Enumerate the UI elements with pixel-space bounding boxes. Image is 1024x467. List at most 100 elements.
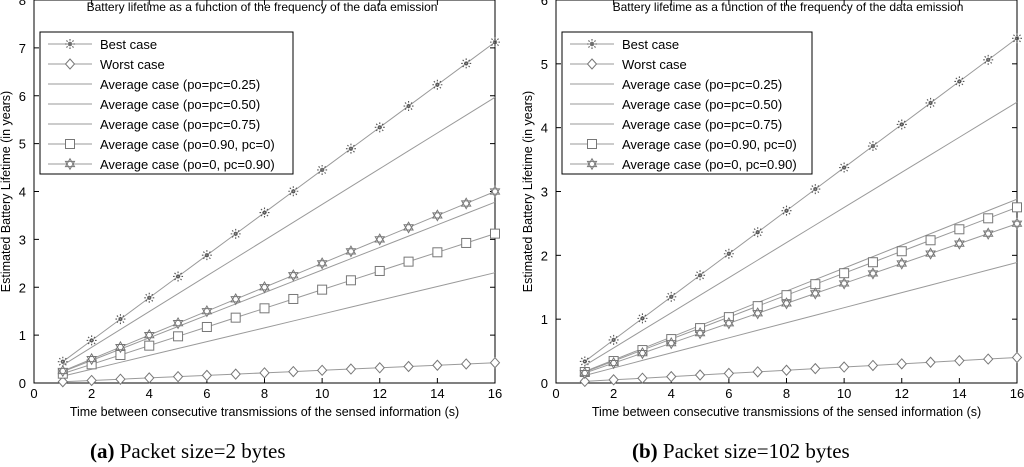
legend-marker: [65, 139, 75, 149]
legend-label: Best case: [622, 37, 679, 52]
x-tick-label: 8: [261, 386, 268, 401]
x-tick-label: 12: [373, 386, 387, 401]
legend-label: Worst case: [100, 57, 165, 72]
data-point: [460, 197, 472, 210]
data-point: [432, 247, 443, 258]
legend-marker: [586, 157, 598, 171]
legend-marker: [64, 157, 76, 171]
x-axis-label: Time between consecutive transmissions o…: [70, 405, 459, 419]
data-point: [982, 227, 994, 240]
data-point: [230, 293, 242, 306]
data-point: [201, 369, 213, 382]
data-point: [925, 247, 936, 260]
x-tick-label: 16: [1010, 386, 1024, 401]
data-point: [259, 367, 270, 379]
y-axis-label: Estimated Battery Lifetime (in years): [0, 91, 13, 292]
legend-label: Average case (po=pc=0.50): [622, 97, 782, 112]
data-point: [838, 277, 850, 290]
data-point: [489, 356, 501, 369]
series-line: [62, 233, 496, 375]
y-axis-label: Estimated Battery Lifetime (in years): [521, 91, 535, 292]
y-tick-label: 6: [19, 89, 26, 104]
data-point: [666, 370, 677, 383]
caption-text: Packet size=2 bytes: [115, 439, 286, 463]
data-point: [316, 364, 328, 377]
legend-label: Average case (po=0.90, pc=0): [622, 137, 797, 152]
data-point: [144, 340, 155, 351]
data-point: [896, 246, 907, 257]
data-point: [143, 328, 155, 342]
data-point: [461, 358, 472, 370]
data-point: [838, 361, 850, 373]
data-point: [259, 303, 270, 314]
legend-label: Best case: [100, 37, 157, 52]
x-tick-label: 2: [610, 386, 617, 401]
data-point: [983, 353, 994, 365]
y-tick-label: 0: [541, 376, 548, 391]
y-tick-label: 8: [19, 0, 26, 8]
series-line: [62, 362, 496, 383]
x-tick-label: 0: [552, 386, 559, 401]
y-tick-label: 3: [541, 185, 548, 200]
data-point: [809, 287, 821, 300]
data-point: [579, 375, 590, 388]
legend-marker: [64, 58, 76, 70]
data-point: [173, 331, 184, 342]
y-tick-label: 3: [19, 232, 26, 247]
data-point: [86, 374, 97, 387]
x-axis-label: Time between consecutive transmissions o…: [592, 405, 981, 419]
data-point: [345, 275, 356, 286]
legend-label: Average case (po=pc=0.50): [100, 97, 260, 112]
x-tick-label: 10: [315, 386, 329, 401]
figure-caption: (a) Packet size=2 bytes: [90, 439, 286, 463]
data-point: [461, 237, 472, 248]
data-point: [230, 368, 241, 380]
data-point: [896, 257, 908, 270]
y-tick-label: 5: [541, 57, 548, 72]
data-point: [752, 366, 763, 378]
y-tick-label: 6: [541, 0, 548, 8]
y-tick-label: 0: [19, 376, 26, 391]
data-point: [781, 364, 792, 376]
x-tick-label: 8: [783, 386, 790, 401]
x-tick-label: 14: [430, 386, 444, 401]
y-tick-label: 5: [19, 137, 26, 152]
data-point: [490, 228, 500, 239]
legend-label: Average case (po=0, pc=0.90): [622, 157, 797, 172]
data-point: [608, 356, 619, 370]
figure-caption: (b) Packet size=102 bytes: [632, 439, 850, 463]
data-point: [637, 372, 648, 384]
data-point: [723, 367, 735, 380]
chart-title: Battery lifetime as a function of the fr…: [87, 0, 438, 14]
series-line: [62, 201, 496, 373]
series-line: [62, 191, 496, 372]
x-tick-label: 4: [668, 386, 675, 401]
data-point: [201, 304, 213, 318]
data-point: [144, 372, 155, 384]
data-point: [115, 373, 126, 385]
data-point: [57, 364, 69, 378]
caption-label: (a): [90, 439, 115, 463]
legend-label: Average case (po=0, pc=0.90): [100, 157, 275, 172]
data-point: [723, 317, 735, 330]
legend-box: [39, 31, 294, 175]
data-point: [954, 354, 965, 367]
series-line: [62, 41, 496, 363]
data-point: [608, 374, 619, 386]
data-point: [781, 297, 792, 310]
series-line: [584, 101, 1018, 366]
y-tick-label: 4: [541, 121, 548, 136]
legend-marker: [587, 139, 597, 149]
data-point: [374, 362, 385, 374]
data-point: [694, 327, 706, 340]
data-point: [954, 224, 965, 235]
legend-marker: [586, 58, 598, 70]
y-tick-label: 7: [19, 41, 26, 56]
data-point: [1011, 217, 1023, 230]
series-line: [584, 37, 1018, 362]
series-line: [584, 356, 1018, 382]
data-point: [665, 336, 677, 350]
x-tick-label: 0: [30, 386, 37, 401]
data-point: [259, 281, 270, 294]
